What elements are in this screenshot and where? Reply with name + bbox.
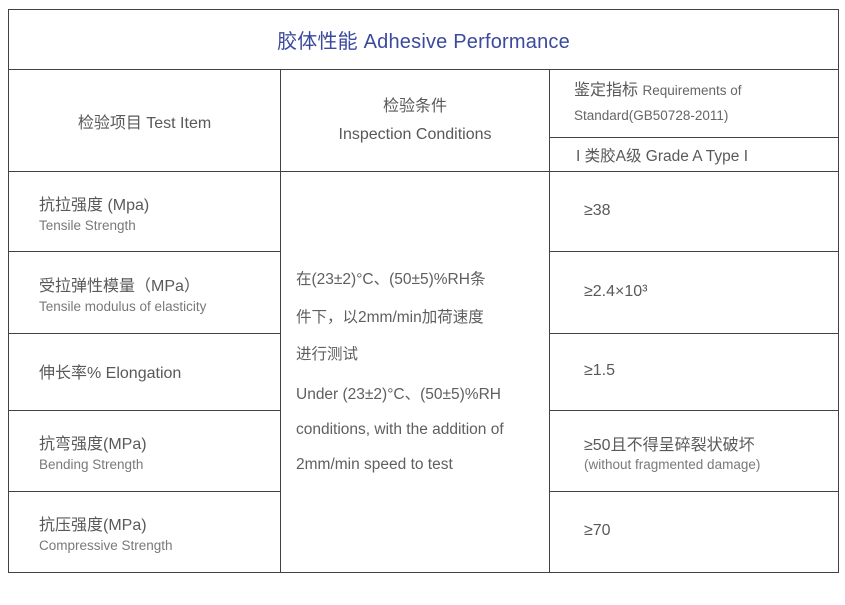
col-header-inspection-conditions: 检验条件 Inspection Conditions xyxy=(280,69,550,172)
col-header-test-item: 检验项目 Test Item xyxy=(8,69,281,172)
table-row: 抗拉强度 (Mpa) Tensile Strength 在(23±2)°C、(5… xyxy=(8,171,840,573)
header-row: 检验项目 Test Item 检验条件 Inspection Condition… xyxy=(8,69,840,172)
col-header-requirements: 鉴定指标 Requirements of Standard(GB50728-20… xyxy=(548,69,840,138)
item-label-cn: 抗弯强度(MPa) xyxy=(39,436,147,453)
requirements-label-en1: Requirements of xyxy=(642,82,742,98)
grade-subheader-row: I 类胶A级 Grade A Type I xyxy=(9,137,840,172)
title-row: 胶体性能 Adhesive Performance xyxy=(7,9,840,70)
test-item-cell: 伸长率% Elongation xyxy=(8,333,281,411)
item-label-cn: 受拉弹性模量（MPa） xyxy=(39,277,200,295)
requirement-value: ≥38 xyxy=(584,201,611,219)
item-label-cn: 抗拉强度 (Mpa) xyxy=(39,196,150,214)
table-title: 胶体性能 Adhesive Performance xyxy=(7,9,840,70)
requirement-value-cell: ≥50且不得呈碎裂状破坏 (without fragmented damage) xyxy=(548,410,840,492)
table-row: 伸长率% Elongation ≥1.5 xyxy=(8,333,840,411)
conditions-cell: 在(23±2)°C、(50±5)%RH条 件下，以2mm/min加荷速度 进行测… xyxy=(280,171,550,573)
item-label-cn: 抗压强度(MPa) xyxy=(39,517,147,534)
item-label-en: Tensile Strength xyxy=(39,217,136,233)
conditions-text-en: Under (23±2)°C、(50±5)%RH conditions, wit… xyxy=(296,385,504,473)
item-label-cn: 伸长率% Elongation xyxy=(39,364,182,382)
item-label-en: Compressive Strength xyxy=(39,538,173,553)
test-item-cell: 抗弯强度(MPa) Bending Strength xyxy=(8,410,281,492)
requirement-value: ≥70 xyxy=(584,522,611,539)
requirement-value-cell: ≥2.4×10³ xyxy=(548,251,840,334)
conditions-text-cn: 在(23±2)°C、(50±5)%RH条 件下，以2mm/min加荷速度 进行测… xyxy=(296,271,486,364)
item-label-en: Bending Strength xyxy=(39,457,144,472)
grade-subheader: I 类胶A级 Grade A Type I xyxy=(548,137,840,172)
requirement-value-cell: ≥1.5 xyxy=(548,333,840,411)
requirement-note: (without fragmented damage) xyxy=(584,456,761,472)
requirements-label-en2: Standard(GB50728-2011) xyxy=(574,107,729,123)
requirement-value: ≥1.5 xyxy=(584,362,616,379)
spec-table: 胶体性能 Adhesive Performance 检验项目 Test Item… xyxy=(7,9,840,573)
requirement-value: ≥50且不得呈碎裂状破坏 xyxy=(584,436,755,454)
adhesive-performance-table: 胶体性能 Adhesive Performance 检验项目 Test Item… xyxy=(7,9,840,573)
requirements-label-cn: 鉴定指标 xyxy=(574,81,639,99)
table-row: 受拉弹性模量（MPa） Tensile modulus of elasticit… xyxy=(8,251,840,334)
test-item-cell: 抗压强度(MPa) Compressive Strength xyxy=(8,491,281,573)
requirement-value: ≥2.4×10³ xyxy=(584,282,648,300)
inspection-conditions-label-cn: 检验条件 xyxy=(382,98,447,116)
table-row: 抗压强度(MPa) Compressive Strength ≥70 xyxy=(8,491,840,573)
test-item-cell: 抗拉强度 (Mpa) Tensile Strength xyxy=(8,171,281,252)
table-row: 抗弯强度(MPa) Bending Strength ≥50且不得呈碎裂状破坏 … xyxy=(8,410,840,492)
inspection-conditions-label-en: Inspection Conditions xyxy=(338,125,492,143)
item-label-en: Tensile modulus of elasticity xyxy=(39,298,207,314)
test-item-cell: 受拉弹性模量（MPa） Tensile modulus of elasticit… xyxy=(8,251,281,334)
requirement-value-cell: ≥70 xyxy=(548,491,840,573)
requirement-value-cell: ≥38 xyxy=(548,171,840,252)
